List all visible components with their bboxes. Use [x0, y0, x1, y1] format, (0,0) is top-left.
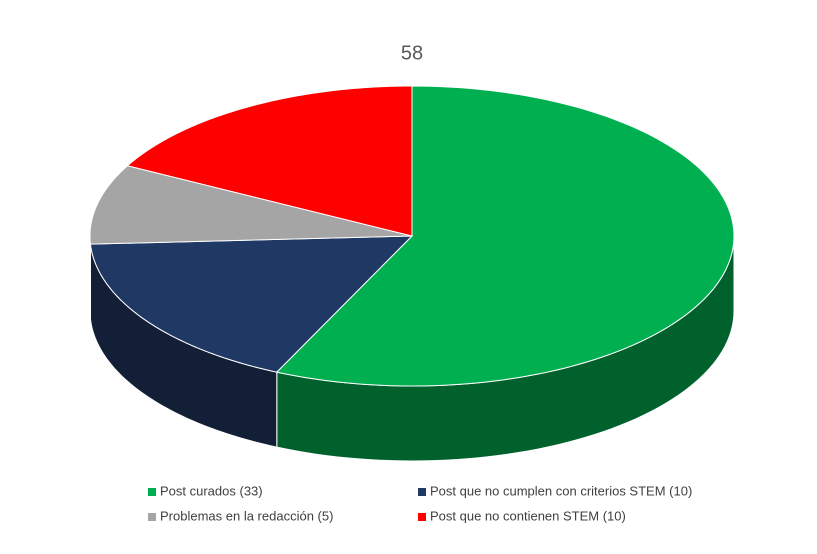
legend-label: Post que no contienen STEM (10) [430, 508, 626, 523]
slice [275, 85, 735, 387]
slice [126, 85, 413, 237]
legend-swatch [148, 513, 156, 521]
legend-label: Problemas en la redacción (5) [160, 508, 333, 523]
legend-swatch [148, 488, 156, 496]
legend-swatch [418, 488, 426, 496]
slice [89, 235, 414, 373]
legend-label: Post curados (33) [160, 483, 263, 498]
legend-swatch [418, 513, 426, 521]
legend-label: Post que no cumplen con criterios STEM (… [430, 483, 692, 498]
chart-title: 58 [401, 42, 423, 64]
slice [89, 165, 413, 245]
